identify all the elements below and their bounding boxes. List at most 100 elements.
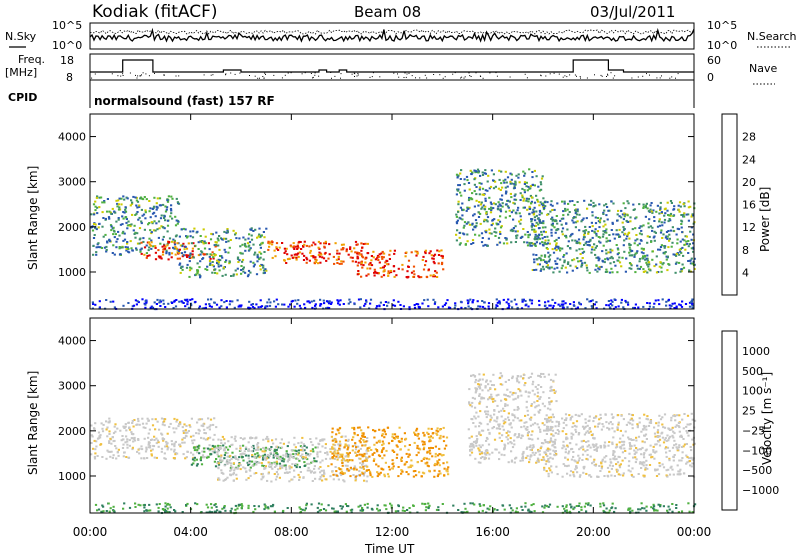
heatmap-cell xyxy=(197,447,200,450)
heatmap-cell xyxy=(631,467,634,470)
heatmap-cell xyxy=(264,268,267,271)
heatmap-cell xyxy=(555,244,558,247)
heatmap-cell xyxy=(473,213,476,216)
heatmap-cell xyxy=(98,300,101,303)
heatmap-cell xyxy=(274,438,278,441)
heatmap-cell xyxy=(529,194,532,197)
heatmap-cell xyxy=(175,420,178,423)
heatmap-cell xyxy=(474,425,477,428)
heatmap-cell xyxy=(426,431,429,434)
heatmap-cell xyxy=(362,468,365,470)
heatmap-cell xyxy=(530,403,533,405)
nave-dot xyxy=(135,74,136,76)
heatmap-cell xyxy=(468,188,471,191)
heatmap-cell xyxy=(223,301,226,304)
heatmap-cell xyxy=(338,262,341,265)
heatmap-cell xyxy=(506,205,510,208)
heatmap-cell xyxy=(363,304,366,307)
nave-dot xyxy=(357,73,359,74)
heatmap-cell xyxy=(106,210,109,213)
heatmap-cell xyxy=(308,259,311,262)
heatmap-cell xyxy=(629,216,632,219)
heatmap-cell xyxy=(512,398,515,401)
heatmap-cell xyxy=(436,475,439,478)
heatmap-cell xyxy=(344,443,347,446)
heatmap-cell xyxy=(366,252,369,255)
heatmap-cell xyxy=(638,260,641,263)
nave-dot xyxy=(424,74,426,76)
heatmap-cell xyxy=(211,511,214,514)
heatmap-cell xyxy=(169,422,172,425)
heatmap-cell xyxy=(433,475,436,478)
heatmap-cell xyxy=(485,231,488,234)
heatmap-cell xyxy=(407,448,410,451)
heatmap-cell xyxy=(181,441,184,444)
heatmap-cell xyxy=(381,429,384,432)
heatmap-cell xyxy=(335,258,338,261)
heatmap-cell xyxy=(446,461,449,464)
heatmap-cell xyxy=(362,243,365,245)
heatmap-cell xyxy=(375,305,379,308)
heatmap-cell xyxy=(473,183,476,186)
heatmap-cell xyxy=(508,430,511,433)
heatmap-cell xyxy=(518,181,521,184)
heatmap-cell xyxy=(97,508,101,511)
heatmap-cell xyxy=(437,254,441,256)
heatmap-cell xyxy=(533,184,536,187)
heatmap-cell xyxy=(622,202,625,205)
heatmap-cell xyxy=(683,212,686,215)
heatmap-cell xyxy=(659,505,662,508)
heatmap-cell xyxy=(616,253,619,256)
heatmap-cell xyxy=(94,200,97,203)
heatmap-cell xyxy=(247,448,250,451)
heatmap-cell xyxy=(255,472,258,474)
heatmap-cell xyxy=(145,446,148,449)
heatmap-cell xyxy=(121,232,124,235)
heatmap-cell xyxy=(129,204,132,207)
heatmap-cell xyxy=(397,475,400,478)
heatmap-cell xyxy=(551,222,554,225)
heatmap-cell xyxy=(551,429,555,432)
heatmap-cell xyxy=(219,255,222,257)
heatmap-cell xyxy=(497,187,500,190)
heatmap-cell xyxy=(504,421,507,424)
heatmap-cell xyxy=(114,423,117,426)
heatmap-cell xyxy=(349,509,352,512)
heatmap-cell xyxy=(218,269,221,272)
heatmap-cell xyxy=(299,445,302,448)
heatmap-cell xyxy=(90,434,93,437)
heatmap-cell xyxy=(510,507,513,510)
heatmap-cell xyxy=(343,472,346,475)
heatmap-cell xyxy=(491,398,494,401)
heatmap-cell xyxy=(173,417,176,420)
heatmap-cell xyxy=(628,267,631,270)
heatmap-cell xyxy=(528,510,531,513)
heatmap-cell xyxy=(90,424,93,427)
heatmap-cell xyxy=(293,443,296,446)
heatmap-cell xyxy=(225,237,228,240)
heatmap-cell xyxy=(260,252,263,255)
heatmap-cell xyxy=(477,415,480,418)
heatmap-cell xyxy=(602,225,605,228)
heatmap-cell xyxy=(164,418,167,421)
heatmap-cell xyxy=(628,242,631,245)
heatmap-cell xyxy=(318,251,321,254)
heatmap-cell xyxy=(553,226,556,229)
heatmap-cell xyxy=(288,471,291,474)
heatmap-cell xyxy=(217,449,220,451)
heatmap-cell xyxy=(336,428,339,431)
heatmap-cell xyxy=(135,303,138,306)
heatmap-cell xyxy=(433,464,436,467)
heatmap-cell xyxy=(102,217,105,219)
heatmap-cell xyxy=(391,433,394,436)
heatmap-cell xyxy=(523,172,527,175)
heatmap-cell xyxy=(509,180,512,183)
heatmap-cell xyxy=(164,205,167,208)
heatmap-cell xyxy=(347,454,350,457)
heatmap-cell xyxy=(306,258,309,261)
heatmap-cell xyxy=(204,268,207,271)
heatmap-cell xyxy=(314,303,317,306)
heatmap-cell xyxy=(495,222,498,225)
heatmap-cell xyxy=(669,212,673,215)
heatmap-cell xyxy=(176,257,179,260)
